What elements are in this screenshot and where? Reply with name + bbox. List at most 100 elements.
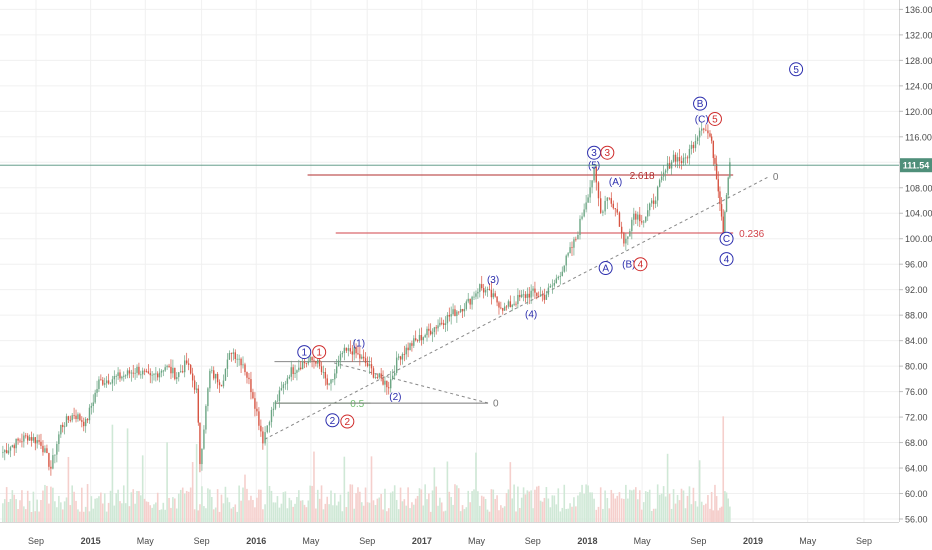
volume-bar: [555, 504, 558, 522]
volume-bar: [181, 487, 184, 522]
wave-label-1-blue-ring: [297, 345, 312, 360]
volume-bar: [482, 496, 485, 522]
candle-body: [300, 367, 302, 370]
candle-body: [509, 301, 512, 307]
candle-body: [193, 380, 196, 390]
volume-bar: [224, 486, 227, 522]
candle-body: [380, 373, 382, 379]
candle-body: [170, 366, 172, 374]
candle-body: [705, 129, 707, 131]
candle-body: [676, 157, 679, 162]
candle-body: [92, 402, 94, 407]
candle-body: [627, 236, 629, 239]
candle-body: [236, 358, 238, 360]
candle-body: [364, 358, 367, 363]
volume-bar: [722, 416, 725, 522]
candle-body: [450, 314, 452, 317]
candle-body: [690, 144, 693, 149]
volume-bar: [376, 498, 379, 522]
volume-bar: [305, 507, 308, 522]
volume-bar: [694, 501, 697, 522]
volume-bar: [437, 505, 439, 522]
candle-body: [720, 204, 723, 217]
volume-bar: [58, 495, 60, 522]
candle-body: [538, 295, 540, 297]
volume-bar: [696, 506, 699, 522]
candle-body: [307, 361, 309, 364]
candle-body: [571, 247, 573, 248]
candle-body: [384, 380, 386, 385]
candle-body: [234, 352, 236, 360]
volume-bar: [448, 491, 451, 522]
last-price-label: 111.54: [903, 161, 930, 171]
wave-label-2-blue-ring: [325, 413, 340, 428]
volume-bar: [351, 484, 354, 522]
volume-bar: [604, 490, 606, 522]
candle-body: [315, 361, 317, 364]
volume-bar: [420, 489, 423, 522]
volume-bar: [138, 491, 140, 522]
volume-bar: [654, 508, 657, 522]
volume-bar: [121, 503, 123, 522]
volume-bar: [648, 489, 651, 522]
candle-body: [284, 383, 287, 385]
volume-bar: [473, 489, 475, 522]
last-price-tag: [900, 158, 932, 173]
wave-label-C-circle: C: [723, 234, 730, 245]
candle-body: [228, 353, 231, 360]
volume-bar: [690, 504, 693, 522]
volume-bar: [397, 509, 400, 522]
candle-body: [107, 380, 110, 384]
candle-body: [616, 209, 618, 213]
volume-bar: [717, 510, 720, 522]
fib-0236-label: 0.236: [739, 229, 764, 240]
candle-body: [707, 130, 709, 134]
candle-body: [238, 358, 240, 360]
candle-body: [539, 294, 542, 297]
volume-bar: [88, 511, 91, 522]
candle-body: [532, 288, 534, 291]
candle-body: [339, 354, 342, 361]
volume-bar: [81, 487, 83, 522]
volume-bar: [528, 491, 531, 522]
candle-body: [349, 348, 352, 352]
candle-body: [96, 388, 98, 393]
wave-label-3-blue: 3: [591, 148, 597, 159]
volume-bar: [141, 455, 144, 522]
candle-body: [25, 435, 27, 437]
volume-bar: [164, 509, 166, 522]
wave-label-B-circle-ring: [693, 96, 708, 111]
candle-body: [664, 170, 667, 173]
candle-body: [13, 445, 15, 449]
candle-body: [696, 137, 699, 141]
volume-bar: [105, 511, 108, 522]
candle-body: [100, 379, 102, 381]
candle-body: [256, 408, 258, 412]
volume-bar: [357, 487, 359, 522]
volume-bar: [132, 489, 135, 522]
volume-bar: [44, 484, 46, 522]
volume-bar: [571, 506, 573, 522]
volume-bar: [625, 484, 627, 522]
candle-body: [15, 438, 17, 449]
candle-body: [395, 357, 398, 373]
candle-body: [290, 367, 292, 377]
candle-body: [658, 180, 661, 187]
candle-body: [557, 276, 560, 279]
volume-bar: [103, 493, 106, 522]
candle-body: [724, 211, 726, 234]
fib-05-label: 0.5: [350, 399, 364, 410]
candle-body: [725, 195, 728, 212]
candle-body: [81, 420, 83, 422]
candle-body: [429, 330, 432, 335]
candle-body: [614, 208, 616, 210]
candle-body: [232, 352, 235, 354]
volume-bar: [585, 484, 587, 522]
candle-body: [176, 377, 178, 380]
candle-body: [63, 426, 66, 428]
volume-bar: [264, 504, 266, 522]
candle-body: [461, 309, 464, 312]
volume-bar: [230, 508, 233, 522]
candle-body: [288, 376, 291, 379]
